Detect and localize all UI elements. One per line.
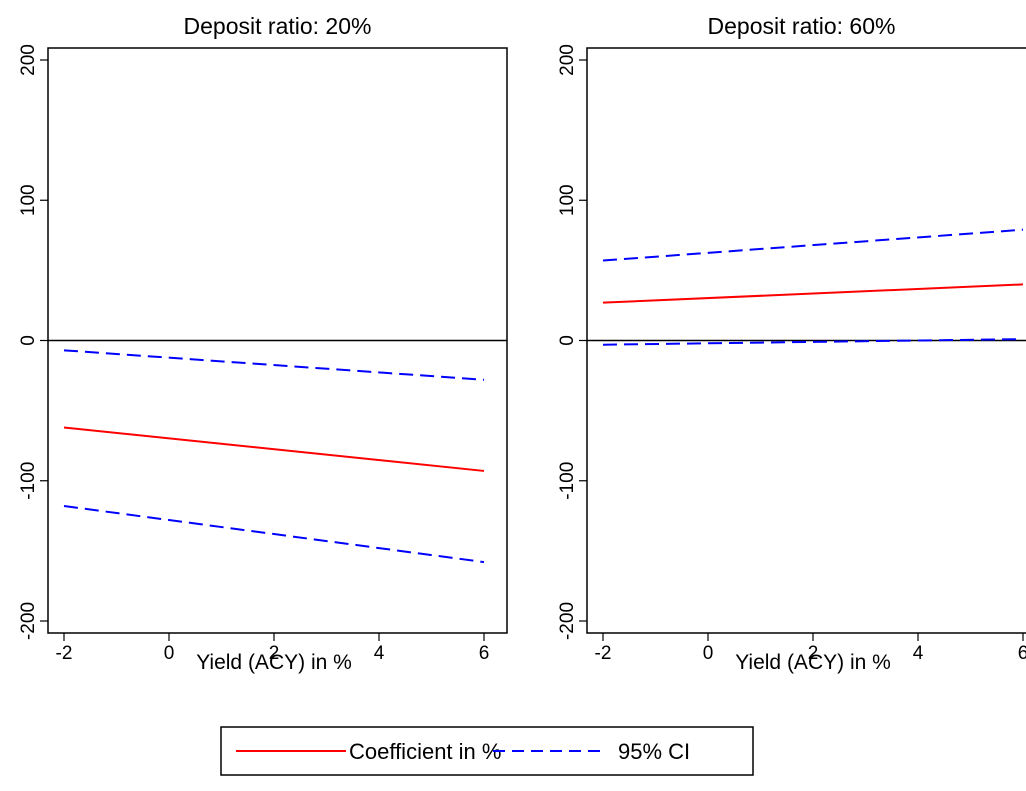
legend-label-ci: 95% CI — [618, 739, 690, 764]
x-axis-label: Yield (ACY) in % — [735, 651, 891, 674]
y-tick-label: 0 — [18, 335, 39, 346]
y-tick-label: 0 — [557, 335, 578, 346]
x-tick-label: -2 — [595, 643, 612, 664]
x-axis-label: Yield (ACY) in % — [196, 651, 352, 674]
ci-line-2 — [64, 506, 484, 562]
legend-label-coefficient: Coefficient in % — [349, 739, 501, 764]
panel-title: Deposit ratio: 20% — [184, 13, 372, 39]
y-tick-label: -200 — [18, 602, 39, 640]
x-tick-label: -2 — [56, 643, 73, 664]
y-tick-label: -100 — [18, 462, 39, 500]
x-tick-label: 4 — [913, 643, 924, 664]
y-tick-label: 100 — [557, 184, 578, 216]
x-tick-label: 0 — [703, 643, 714, 664]
x-tick-label: 4 — [374, 643, 385, 664]
ci-line-1 — [603, 230, 1023, 261]
x-tick-label: 6 — [479, 643, 490, 664]
y-tick-label: 100 — [18, 184, 39, 216]
x-tick-label: 6 — [1018, 643, 1026, 664]
ci-line-1 — [64, 350, 484, 379]
coefficient-line — [64, 427, 484, 470]
legend: Coefficient in % 95% CI — [221, 727, 753, 775]
y-tick-label: 200 — [557, 44, 578, 76]
coefficient-line — [603, 284, 1023, 302]
y-tick-label: -200 — [557, 602, 578, 640]
panel-title: Deposit ratio: 60% — [708, 13, 896, 39]
x-tick-label: 0 — [164, 643, 175, 664]
y-tick-label: -100 — [557, 462, 578, 500]
y-tick-label: 200 — [18, 44, 39, 76]
